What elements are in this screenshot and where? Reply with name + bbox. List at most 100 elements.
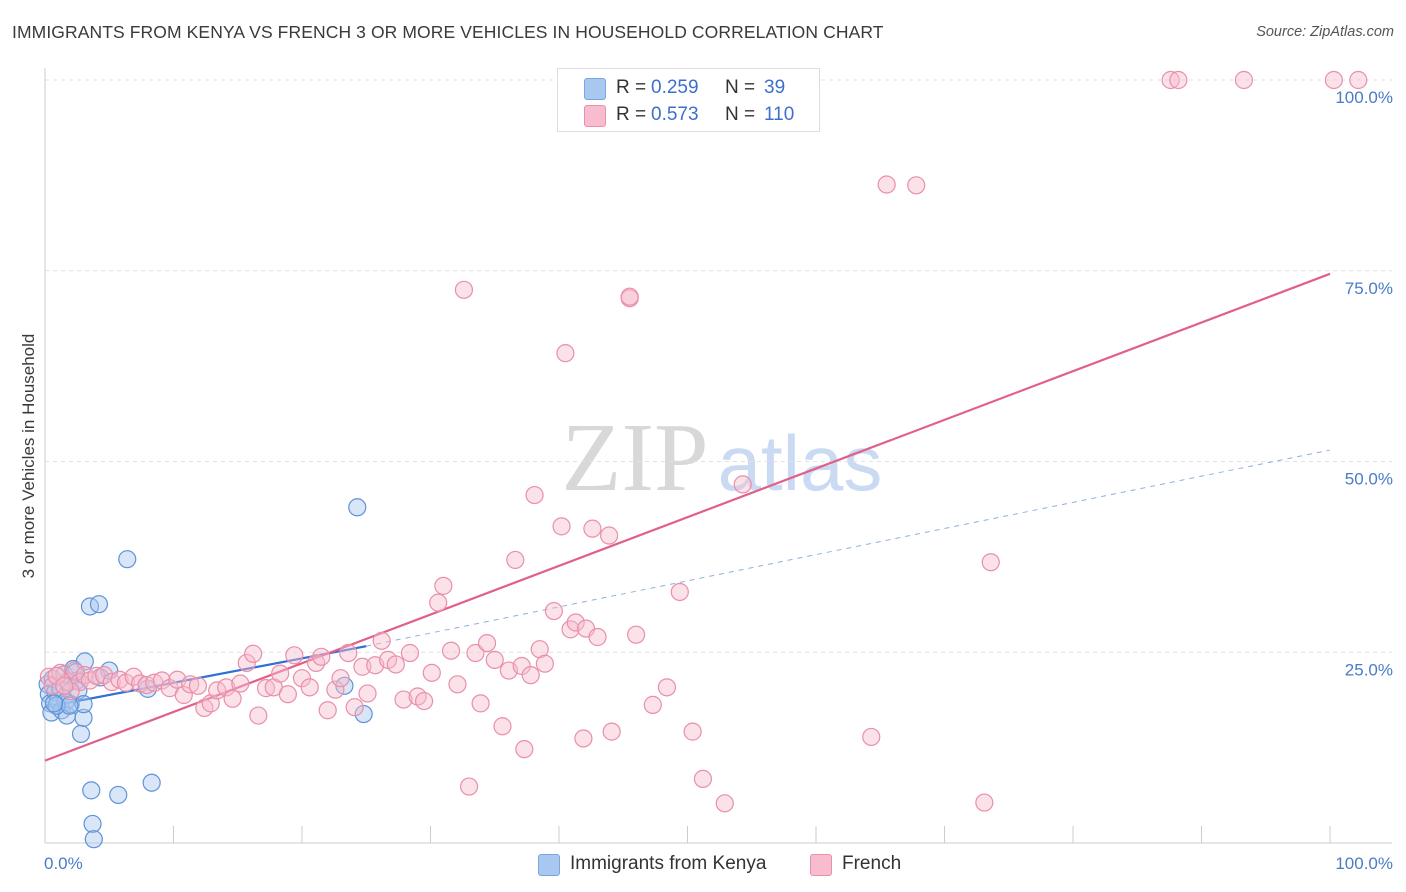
- data-point: [733, 475, 752, 494]
- legend-row-kenya: R = 0.259 N = 39: [558, 75, 819, 101]
- legend-n-label: N =: [725, 77, 756, 98]
- data-point: [670, 582, 689, 602]
- data-point: [535, 654, 554, 673]
- data-point: [60, 696, 79, 715]
- data-point: [345, 698, 364, 717]
- data-point: [448, 675, 467, 694]
- data-point: [588, 627, 607, 647]
- data-points: [38, 70, 1368, 849]
- legend-swatch-french: [810, 854, 832, 876]
- legend-r-value: 0.259: [651, 77, 699, 98]
- data-point: [47, 666, 66, 686]
- data-point: [358, 684, 377, 703]
- chart-title: IMMIGRANTS FROM KENYA VS FRENCH 3 OR MOR…: [12, 22, 884, 42]
- x-tick-label: 100.0%: [1335, 854, 1393, 873]
- data-point: [525, 485, 544, 505]
- data-point: [285, 646, 304, 665]
- correlation-legend: R = 0.259 N = 39 R = 0.573 N = 110: [557, 68, 820, 132]
- data-point: [715, 794, 734, 813]
- data-point: [83, 814, 102, 834]
- data-point: [372, 631, 391, 650]
- data-point: [223, 689, 242, 708]
- data-point: [188, 676, 208, 695]
- data-point: [434, 576, 453, 595]
- data-point: [552, 517, 571, 536]
- data-point: [975, 793, 994, 812]
- data-point: [1169, 70, 1188, 90]
- trend-extension-kenya: [366, 449, 1331, 647]
- legend-label-french: French: [842, 853, 902, 874]
- legend-swatch-kenya: [584, 78, 606, 100]
- data-point: [394, 690, 413, 709]
- data-point: [422, 663, 441, 682]
- y-tick-label: 50.0%: [1345, 470, 1393, 489]
- data-point: [506, 550, 525, 570]
- data-point: [400, 643, 420, 663]
- legend-row-french: R = 0.573 N = 110: [558, 102, 819, 128]
- legend-r-label: R =: [616, 104, 647, 125]
- series-french: [39, 70, 1368, 813]
- data-point: [181, 675, 200, 694]
- data-point: [118, 550, 137, 569]
- data-point: [544, 601, 563, 621]
- data-point: [152, 671, 172, 690]
- data-point: [354, 704, 373, 724]
- legend-n-value: 110: [764, 104, 795, 125]
- data-point: [55, 676, 74, 695]
- data-point: [583, 519, 602, 538]
- data-point: [124, 667, 143, 686]
- series-legend: Immigrants from Kenya French: [0, 853, 1406, 877]
- legend-r-value: 0.573: [651, 104, 699, 125]
- data-point: [244, 644, 263, 663]
- data-point: [626, 625, 646, 644]
- data-point: [300, 678, 319, 697]
- data-point: [459, 777, 479, 796]
- data-point: [339, 643, 358, 663]
- data-point: [877, 175, 896, 194]
- gridlines: [45, 79, 1392, 653]
- legend-n-value: 39: [764, 77, 786, 98]
- data-point: [693, 769, 713, 789]
- data-point: [454, 280, 474, 299]
- data-point: [326, 680, 345, 699]
- data-point: [71, 724, 91, 743]
- data-point: [1234, 70, 1254, 90]
- data-point: [981, 553, 1000, 572]
- y-axis-label: 3 or more Vehicles in Household: [19, 334, 38, 579]
- legend-swatch-french: [584, 105, 606, 127]
- y-tick-label: 75.0%: [1345, 279, 1393, 298]
- data-point: [1349, 70, 1368, 90]
- data-point: [907, 176, 926, 195]
- axes: [44, 68, 1392, 844]
- data-point: [386, 655, 405, 674]
- x-tick-label: 0.0%: [44, 854, 83, 873]
- data-point: [521, 666, 540, 685]
- data-point: [312, 647, 331, 666]
- data-point: [74, 708, 93, 727]
- data-point: [348, 498, 367, 517]
- data-point: [530, 640, 549, 659]
- data-point: [231, 674, 250, 693]
- data-point: [271, 664, 290, 683]
- data-point: [477, 633, 497, 653]
- legend-swatch-kenya: [538, 854, 560, 876]
- data-point: [556, 344, 575, 363]
- data-point: [602, 722, 621, 741]
- data-point: [1161, 70, 1180, 90]
- data-point: [318, 701, 337, 720]
- watermark-atlas: atlas: [718, 419, 883, 507]
- data-point: [256, 679, 276, 698]
- data-point: [683, 722, 702, 741]
- data-point: [331, 669, 350, 688]
- legend-label-kenya: Immigrants from Kenya: [570, 853, 767, 874]
- tick-labels: 100.0% 75.0% 50.0% 25.0% 0.0% 100.0%: [44, 88, 1393, 873]
- data-point: [1324, 70, 1343, 90]
- data-point: [292, 669, 312, 688]
- data-point: [278, 685, 297, 704]
- data-point: [130, 674, 150, 693]
- source-credit: Source: ZipAtlas.com: [1256, 24, 1394, 40]
- data-point: [237, 653, 256, 673]
- y-tick-label: 100.0%: [1335, 88, 1393, 107]
- data-point: [429, 593, 448, 612]
